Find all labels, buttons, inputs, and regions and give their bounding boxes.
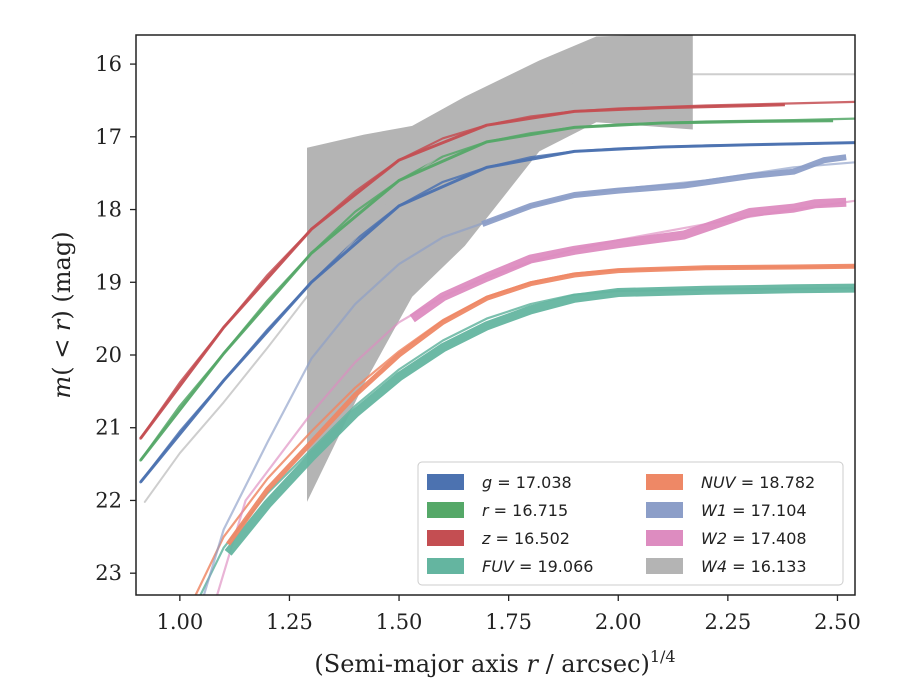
x-tick-label: 1.75 xyxy=(485,610,532,634)
series-line-nuv xyxy=(226,263,855,546)
legend-swatch-z xyxy=(427,530,464,546)
x-tick-label: 2.25 xyxy=(704,610,751,634)
y-tick-label: 23 xyxy=(95,561,122,585)
legend-label-r: r = 16.715 xyxy=(482,501,568,520)
x-axis-label: (Semi-major axis r / arcsec)1/4 xyxy=(314,647,675,678)
legend-label-g: g = 17.038 xyxy=(482,473,572,492)
y-tick-label: 16 xyxy=(95,52,122,76)
legend-label-w1: W1 = 17.104 xyxy=(701,501,807,520)
legend-swatch-w4 xyxy=(646,558,683,574)
plot-area xyxy=(139,35,855,595)
legend-swatch-r xyxy=(427,502,464,518)
legend-frame xyxy=(417,461,844,586)
legend-swatch-w2 xyxy=(646,530,683,546)
legend-label-fuv: FUV = 19.066 xyxy=(482,557,593,576)
series-line-w1 xyxy=(481,154,847,227)
legend-swatch-w1 xyxy=(646,502,683,518)
legend-swatch-g xyxy=(427,474,464,490)
x-tick-label: 1.00 xyxy=(156,610,203,634)
x-tick-label: 2.50 xyxy=(814,610,861,634)
y-axis-label: m( < r) (mag) xyxy=(48,231,76,398)
y-tick-label: 20 xyxy=(95,343,122,367)
x-tick-label: 2.00 xyxy=(595,610,642,634)
legend: g = 17.038 NUV = 18.782 r = 16.715 W1 = 17.… xyxy=(417,461,844,586)
y-tick-label: 22 xyxy=(95,488,122,512)
series-line-r xyxy=(139,119,834,462)
series-line-w2 xyxy=(409,197,847,323)
x-axis: 1.00 1.25 1.50 1.75 2.00 2.25 2.50 xyxy=(156,595,861,634)
series-line-g xyxy=(139,141,855,484)
y-tick-label: 17 xyxy=(95,125,122,149)
legend-label-z: z = 16.502 xyxy=(481,529,570,548)
y-tick-label: 21 xyxy=(95,416,122,440)
series-line-fuv xyxy=(224,283,855,556)
x-tick-label: 1.25 xyxy=(266,610,313,634)
series-band-w4 xyxy=(307,35,693,502)
legend-swatch-nuv xyxy=(646,474,683,490)
legend-label-w2: W2 = 17.408 xyxy=(701,529,807,548)
y-tick-label: 18 xyxy=(95,198,122,222)
series-line-z xyxy=(139,103,785,440)
y-axis: 16 17 18 19 20 21 22 23 xyxy=(95,52,136,585)
x-tick-label: 1.50 xyxy=(376,610,423,634)
plot-frame xyxy=(135,34,856,596)
legend-swatch-fuv xyxy=(427,558,464,574)
legend-label-w4: W4 = 16.133 xyxy=(701,557,807,576)
legend-label-nuv: NUV = 18.782 xyxy=(701,473,815,492)
y-tick-label: 19 xyxy=(95,270,122,294)
